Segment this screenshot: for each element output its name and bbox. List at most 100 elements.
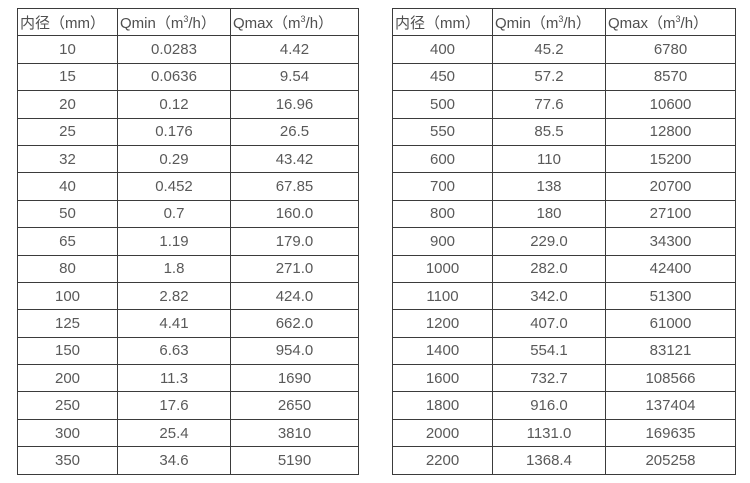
table-cell: 77.6 xyxy=(492,90,606,119)
table-row: 2000 1131.0 169635 xyxy=(392,418,736,448)
table-cell: 15200 xyxy=(605,144,736,174)
table-cell: 160.0 xyxy=(230,199,359,229)
table-row: 2200 1368.4 205258 xyxy=(392,446,736,475)
table-row: 80 1.8 271.0 xyxy=(17,254,359,283)
table-cell: 61000 xyxy=(605,309,736,338)
table-cell: 1400 xyxy=(392,336,493,366)
table-cell: 1600 xyxy=(392,364,493,393)
qmax-header-unit-suffix: /h） xyxy=(680,14,709,32)
table-cell: 1000 xyxy=(392,254,493,283)
table-cell: 900 xyxy=(392,227,493,256)
table-cell: 450 xyxy=(392,62,493,92)
table-cell: 0.12 xyxy=(117,90,231,119)
table-row: 50 0.7 160.0 xyxy=(17,199,359,229)
table-cell: 40 xyxy=(17,172,118,201)
table-cell: 4.41 xyxy=(117,309,231,338)
qmax-header-prefix: Qmax（m xyxy=(233,14,301,32)
qmax-header-prefix: Qmax（m xyxy=(608,14,676,32)
col-header-qmax: Qmax（m3/h） xyxy=(230,7,359,37)
table-cell: 34300 xyxy=(605,227,736,256)
table-cell: 954.0 xyxy=(230,336,359,366)
table-cell: 51300 xyxy=(605,281,736,311)
table-cell: 205258 xyxy=(605,446,736,475)
table-row: 25 0.176 26.5 xyxy=(17,117,359,146)
table-cell: 6780 xyxy=(605,35,736,64)
table-body: 400 45.2 6780 450 57.2 8570 500 77.6 10600 550 85.… xyxy=(392,35,736,475)
table-cell: 250 xyxy=(17,391,118,420)
flow-spec-table-large-diameters: 内径（mm） Qmin（m3/h） Qmax（m3/h） 400 45.2 6780… xyxy=(392,7,736,475)
col-header-qmin: Qmin（m3/h） xyxy=(117,7,231,37)
table-row: 200 11.3 1690 xyxy=(17,364,359,393)
table-cell: 271.0 xyxy=(230,254,359,283)
qmin-header-superscript: 3 xyxy=(183,13,189,24)
table-row: 450 57.2 8570 xyxy=(392,62,736,92)
table-cell: 20700 xyxy=(605,172,736,201)
col-header-qmax: Qmax（m3/h） xyxy=(605,7,736,37)
table-row: 500 77.6 10600 xyxy=(392,90,736,119)
table-cell: 350 xyxy=(17,446,118,475)
flow-spec-table-small-diameters: 内径（mm） Qmin（m3/h） Qmax（m3/h） 10 0.0283 4.4… xyxy=(17,7,359,475)
table-cell: 3810 xyxy=(230,418,359,448)
table-cell: 1100 xyxy=(392,281,493,311)
table-row: 700 138 20700 xyxy=(392,172,736,201)
table-cell: 11.3 xyxy=(117,364,231,393)
table-cell: 0.452 xyxy=(117,172,231,201)
table-cell: 1800 xyxy=(392,391,493,420)
table-cell: 0.0636 xyxy=(117,62,231,92)
table-row: 32 0.29 43.42 xyxy=(17,144,359,174)
table-cell: 4.42 xyxy=(230,35,359,64)
table-cell: 282.0 xyxy=(492,254,606,283)
qmax-header-unit-suffix: /h） xyxy=(305,14,334,32)
table-row: 300 25.4 3810 xyxy=(17,418,359,448)
table-cell: 600 xyxy=(392,144,493,174)
table-row: 550 85.5 12800 xyxy=(392,117,736,146)
table-cell: 80 xyxy=(17,254,118,283)
table-cell: 0.7 xyxy=(117,199,231,229)
qmin-header-unit-suffix: /h） xyxy=(188,14,216,32)
table-row: 1800 916.0 137404 xyxy=(392,391,736,420)
table-cell: 500 xyxy=(392,90,493,119)
table-cell: 45.2 xyxy=(492,35,606,64)
table-cell: 67.85 xyxy=(230,172,359,201)
table-cell: 15 xyxy=(17,62,118,92)
table-cell: 17.6 xyxy=(117,391,231,420)
table-cell: 85.5 xyxy=(492,117,606,146)
table-row: 125 4.41 662.0 xyxy=(17,309,359,338)
table-row: 800 180 27100 xyxy=(392,199,736,229)
table-cell: 9.54 xyxy=(230,62,359,92)
table-cell: 200 xyxy=(17,364,118,393)
table-cell: 16.96 xyxy=(230,90,359,119)
col-header-diameter-label: 内径（mm） xyxy=(395,14,480,32)
table-cell: 732.7 xyxy=(492,364,606,393)
table-cell: 125 xyxy=(17,309,118,338)
table-cell: 300 xyxy=(17,418,118,448)
table-cell: 12800 xyxy=(605,117,736,146)
qmax-header-superscript: 3 xyxy=(675,13,681,24)
table-cell: 20 xyxy=(17,90,118,119)
table-cell: 5190 xyxy=(230,446,359,475)
table-cell: 180 xyxy=(492,199,606,229)
qmin-header-superscript: 3 xyxy=(558,13,564,24)
table-row: 400 45.2 6780 xyxy=(392,35,736,64)
table-row: 150 6.63 954.0 xyxy=(17,336,359,366)
table-cell: 1690 xyxy=(230,364,359,393)
table-cell: 150 xyxy=(17,336,118,366)
table-cell: 34.6 xyxy=(117,446,231,475)
table-cell: 10 xyxy=(17,35,118,64)
table-cell: 6.63 xyxy=(117,336,231,366)
table-cell: 137404 xyxy=(605,391,736,420)
table-cell: 800 xyxy=(392,199,493,229)
table-cell: 32 xyxy=(17,144,118,174)
table-row: 1200 407.0 61000 xyxy=(392,309,736,338)
table-cell: 65 xyxy=(17,227,118,256)
table-cell: 100 xyxy=(17,281,118,311)
col-header-diameter: 内径（mm） xyxy=(392,7,493,37)
table-cell: 25 xyxy=(17,117,118,146)
table-cell: 0.29 xyxy=(117,144,231,174)
table-row: 1000 282.0 42400 xyxy=(392,254,736,283)
table-cell: 1131.0 xyxy=(492,418,606,448)
table-row: 40 0.452 67.85 xyxy=(17,172,359,201)
table-cell: 554.1 xyxy=(492,336,606,366)
table-cell: 179.0 xyxy=(230,227,359,256)
table-row: 100 2.82 424.0 xyxy=(17,281,359,311)
